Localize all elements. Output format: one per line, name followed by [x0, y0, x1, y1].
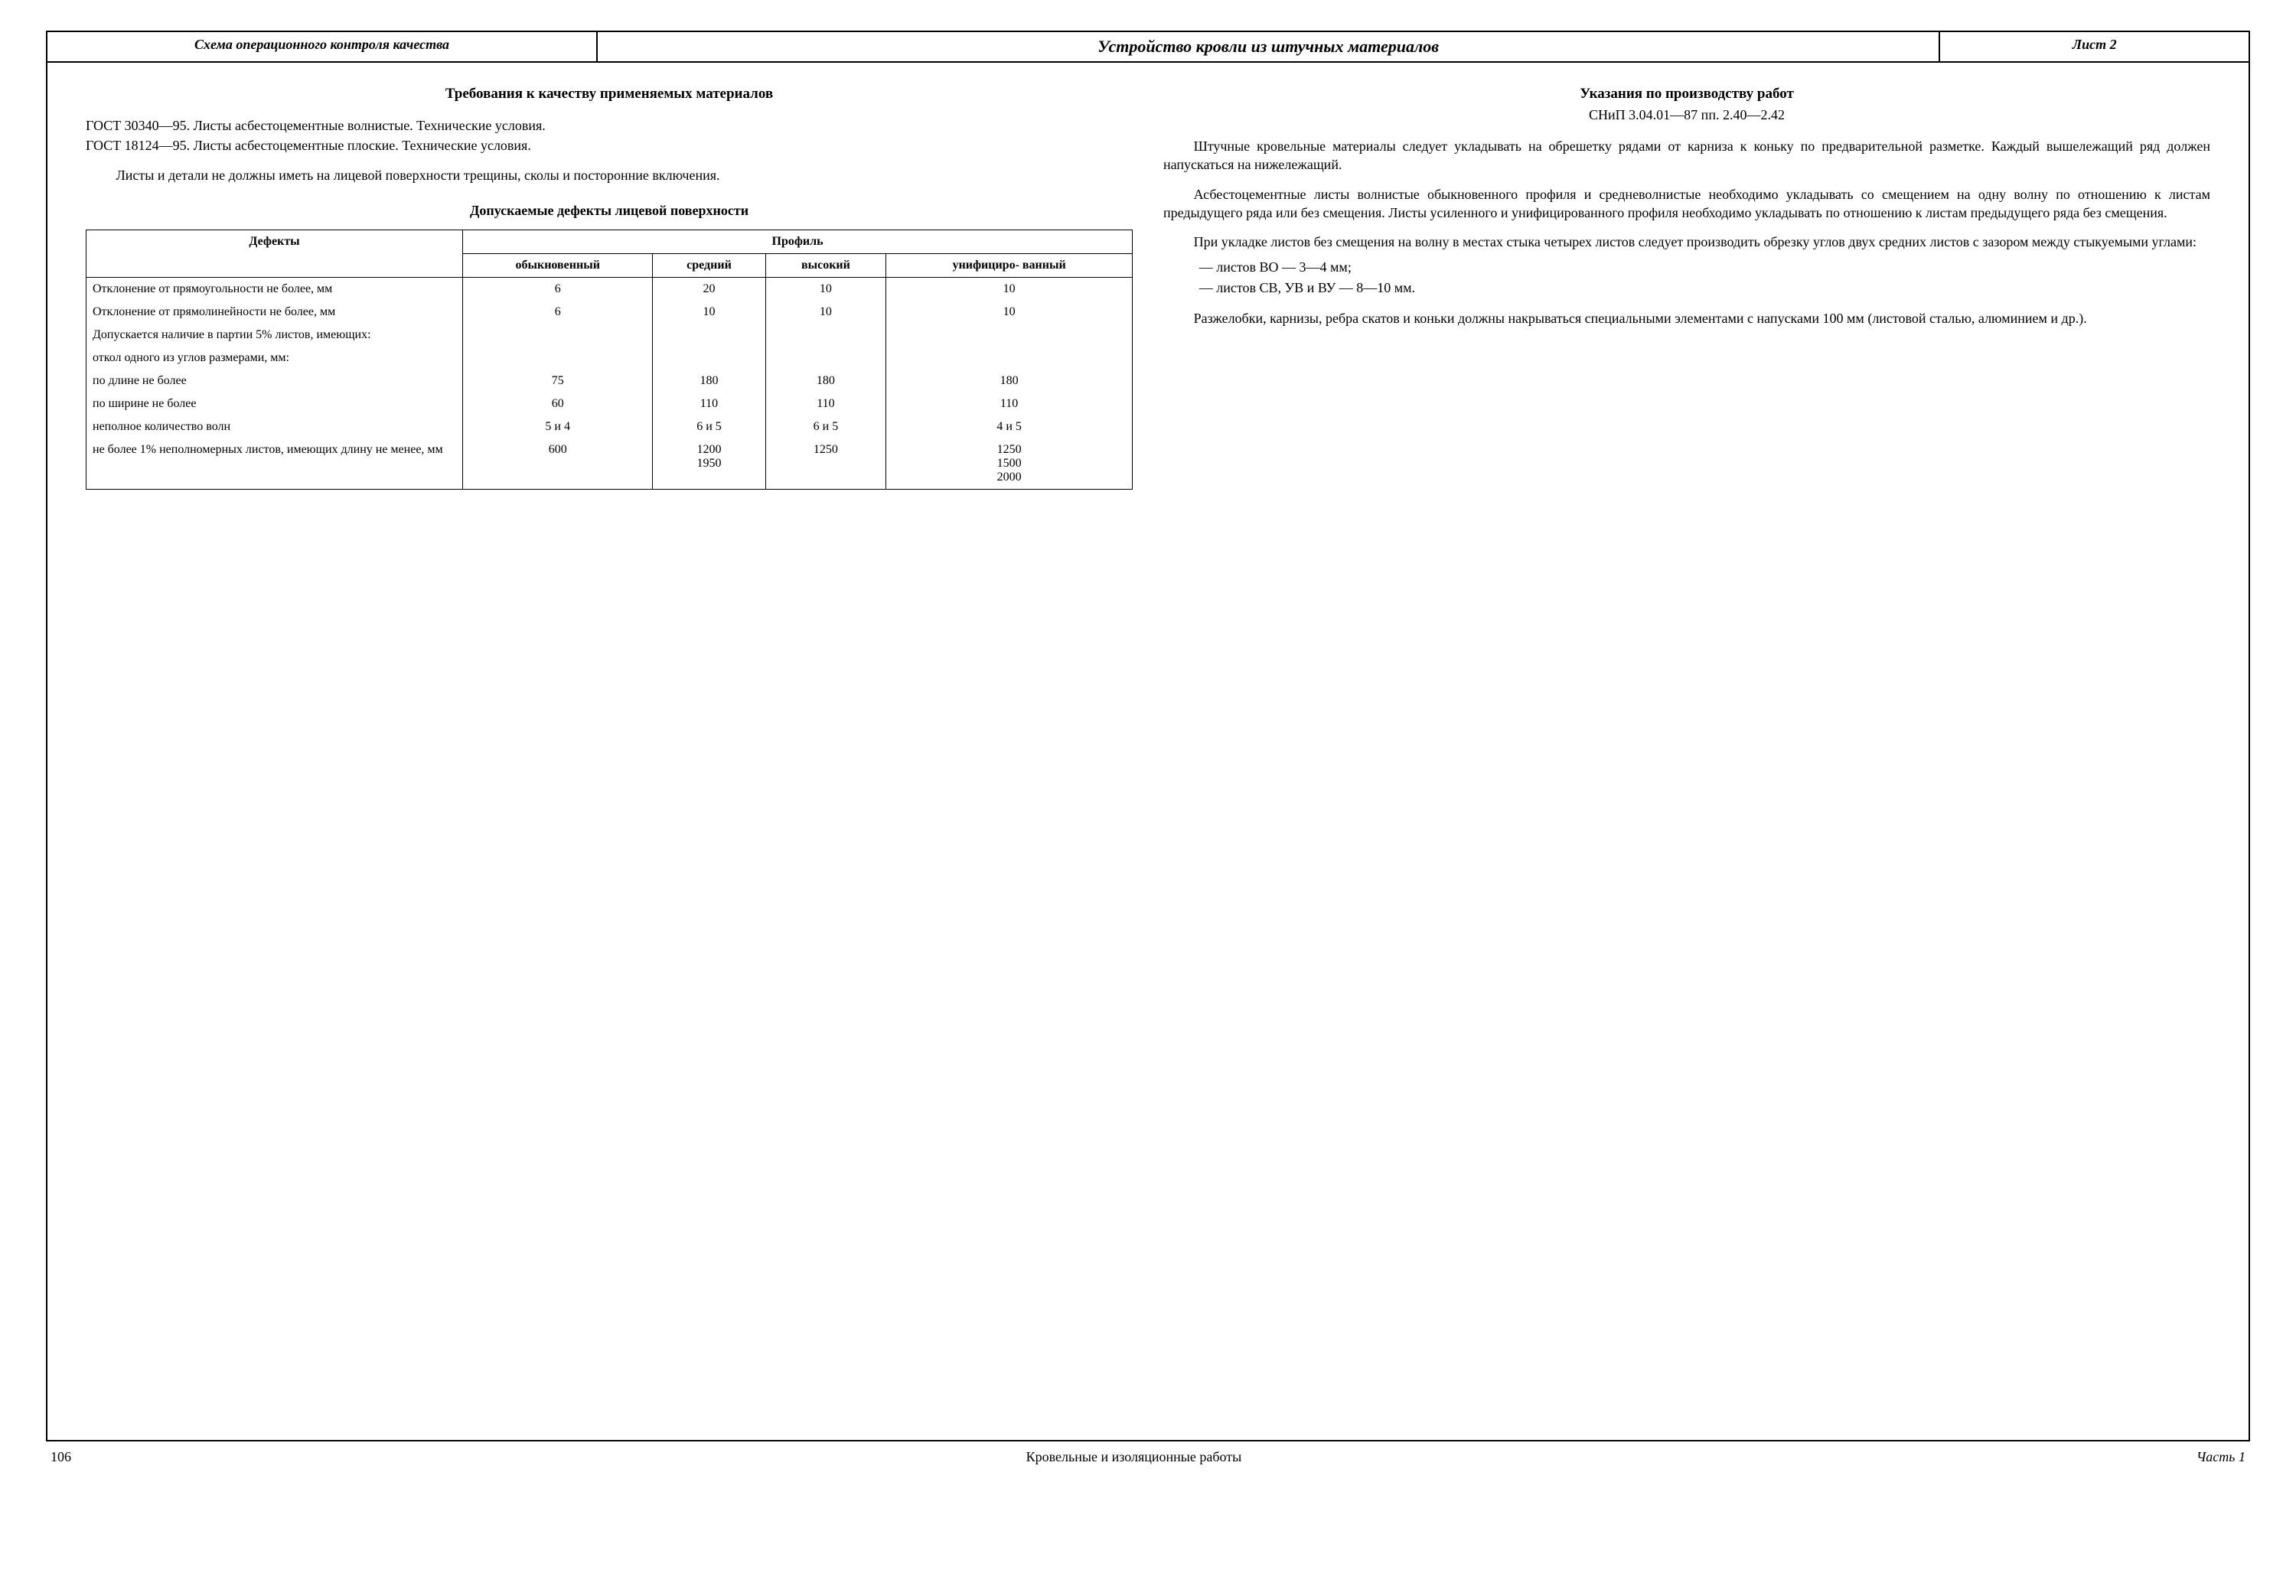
- row-label: неполное количество волн: [86, 415, 463, 438]
- cell-value: [463, 324, 653, 347]
- th-col-2: высокий: [765, 253, 886, 277]
- cell-value: 10: [886, 277, 1133, 301]
- row-label: по длине не более: [86, 370, 463, 392]
- content-area: Требования к качеству применяемых матери…: [47, 63, 2249, 1440]
- cell-value: 6 и 5: [653, 415, 765, 438]
- titlebar-right: Лист 2: [1940, 32, 2249, 61]
- bullet-1: — листов ВО — 3—4 мм;: [1199, 257, 2210, 278]
- row-label: по ширине не более: [86, 392, 463, 415]
- document-frame: Схема операционного контроля качества Ус…: [46, 31, 2250, 1441]
- right-p3: При укладке листов без смещения на волну…: [1163, 233, 2210, 251]
- th-profile: Профиль: [463, 230, 1133, 253]
- title-bar: Схема операционного контроля качества Ус…: [47, 32, 2249, 63]
- table-row: откол одного из углов размерами, мм:: [86, 347, 1133, 370]
- cell-value: 600: [463, 438, 653, 490]
- cell-value: 6 и 5: [765, 415, 886, 438]
- cell-value: [653, 324, 765, 347]
- footer-part: Часть 1: [2197, 1449, 2245, 1465]
- cell-value: [765, 347, 886, 370]
- right-bullets: — листов ВО — 3—4 мм; — листов СВ, УВ и …: [1199, 257, 2210, 298]
- cell-value: 6: [463, 301, 653, 324]
- cell-value: 75: [463, 370, 653, 392]
- th-col-0: обыкновенный: [463, 253, 653, 277]
- cell-value: 110: [765, 392, 886, 415]
- right-subref: СНиП 3.04.01—87 пп. 2.40—2.42: [1163, 107, 2210, 123]
- defects-table: Дефекты Профиль обыкновенный средний выс…: [86, 230, 1133, 490]
- cell-value: 6: [463, 277, 653, 301]
- cell-value: 180: [653, 370, 765, 392]
- cell-value: 180: [886, 370, 1133, 392]
- cell-value: 10: [765, 277, 886, 301]
- bullet-2: — листов СВ, УВ и ВУ — 8—10 мм.: [1199, 278, 2210, 298]
- right-heading: Указания по производству работ: [1163, 86, 2210, 103]
- table-row: не более 1% неполномерных листов, имеющи…: [86, 438, 1133, 490]
- cell-value: 110: [886, 392, 1133, 415]
- right-p4: Разжелобки, карнизы, ребра скатов и конь…: [1163, 309, 2210, 327]
- cell-value: 10: [653, 301, 765, 324]
- cell-value: 110: [653, 392, 765, 415]
- table-row: Отклонение от прямолинейности не более, …: [86, 301, 1133, 324]
- titlebar-left: Схема операционного контроля качества: [47, 32, 598, 61]
- cell-value: [886, 324, 1133, 347]
- cell-value: 180: [765, 370, 886, 392]
- table-caption: Допускаемые дефекты лицевой поверхности: [86, 203, 1133, 219]
- page-footer: 106 Кровельные и изоляционные работы Час…: [46, 1449, 2250, 1465]
- cell-value: [463, 347, 653, 370]
- footer-page-number: 106: [51, 1449, 71, 1465]
- left-heading: Требования к качеству применяемых матери…: [86, 86, 1133, 103]
- cell-value: 20: [653, 277, 765, 301]
- th-defects: Дефекты: [86, 230, 463, 277]
- cell-value: 1250: [765, 438, 886, 490]
- table-row: неполное количество волн5 и 46 и 56 и 54…: [86, 415, 1133, 438]
- left-para-1: Листы и детали не должны иметь на лицево…: [86, 166, 1133, 184]
- cell-value: 1250 1500 2000: [886, 438, 1133, 490]
- cell-value: 60: [463, 392, 653, 415]
- th-col-3: унифициро- ванный: [886, 253, 1133, 277]
- row-label: откол одного из углов размерами, мм:: [86, 347, 463, 370]
- right-column: Указания по производству работ СНиП 3.04…: [1148, 78, 2226, 1417]
- cell-value: [765, 324, 886, 347]
- left-column: Требования к качеству применяемых матери…: [70, 78, 1148, 1417]
- cell-value: [653, 347, 765, 370]
- table-row: Допускается наличие в партии 5% листов, …: [86, 324, 1133, 347]
- table-row: Отклонение от прямоугольности не более, …: [86, 277, 1133, 301]
- cell-value: [886, 347, 1133, 370]
- cell-value: 10: [765, 301, 886, 324]
- cell-value: 1200 1950: [653, 438, 765, 490]
- footer-center-text: Кровельные и изоляционные работы: [71, 1449, 2197, 1465]
- gost-line-1: ГОСТ 30340—95. Листы асбестоцементные во…: [86, 116, 1133, 135]
- table-row: по ширине не более60110110110: [86, 392, 1133, 415]
- cell-value: 5 и 4: [463, 415, 653, 438]
- row-label: Отклонение от прямоугольности не более, …: [86, 277, 463, 301]
- gost-line-2: ГОСТ 18124—95. Листы асбестоцементные пл…: [86, 136, 1133, 155]
- row-label: Отклонение от прямолинейности не более, …: [86, 301, 463, 324]
- cell-value: 10: [886, 301, 1133, 324]
- right-p2: Асбестоцементные листы волнистые обыкнов…: [1163, 185, 2210, 223]
- row-label: Допускается наличие в партии 5% листов, …: [86, 324, 463, 347]
- th-col-1: средний: [653, 253, 765, 277]
- cell-value: 4 и 5: [886, 415, 1133, 438]
- table-row: по длине не более75180180180: [86, 370, 1133, 392]
- row-label: не более 1% неполномерных листов, имеющи…: [86, 438, 463, 490]
- right-p1: Штучные кровельные материалы следует укл…: [1163, 137, 2210, 174]
- titlebar-center: Устройство кровли из штучных материалов: [598, 32, 1940, 61]
